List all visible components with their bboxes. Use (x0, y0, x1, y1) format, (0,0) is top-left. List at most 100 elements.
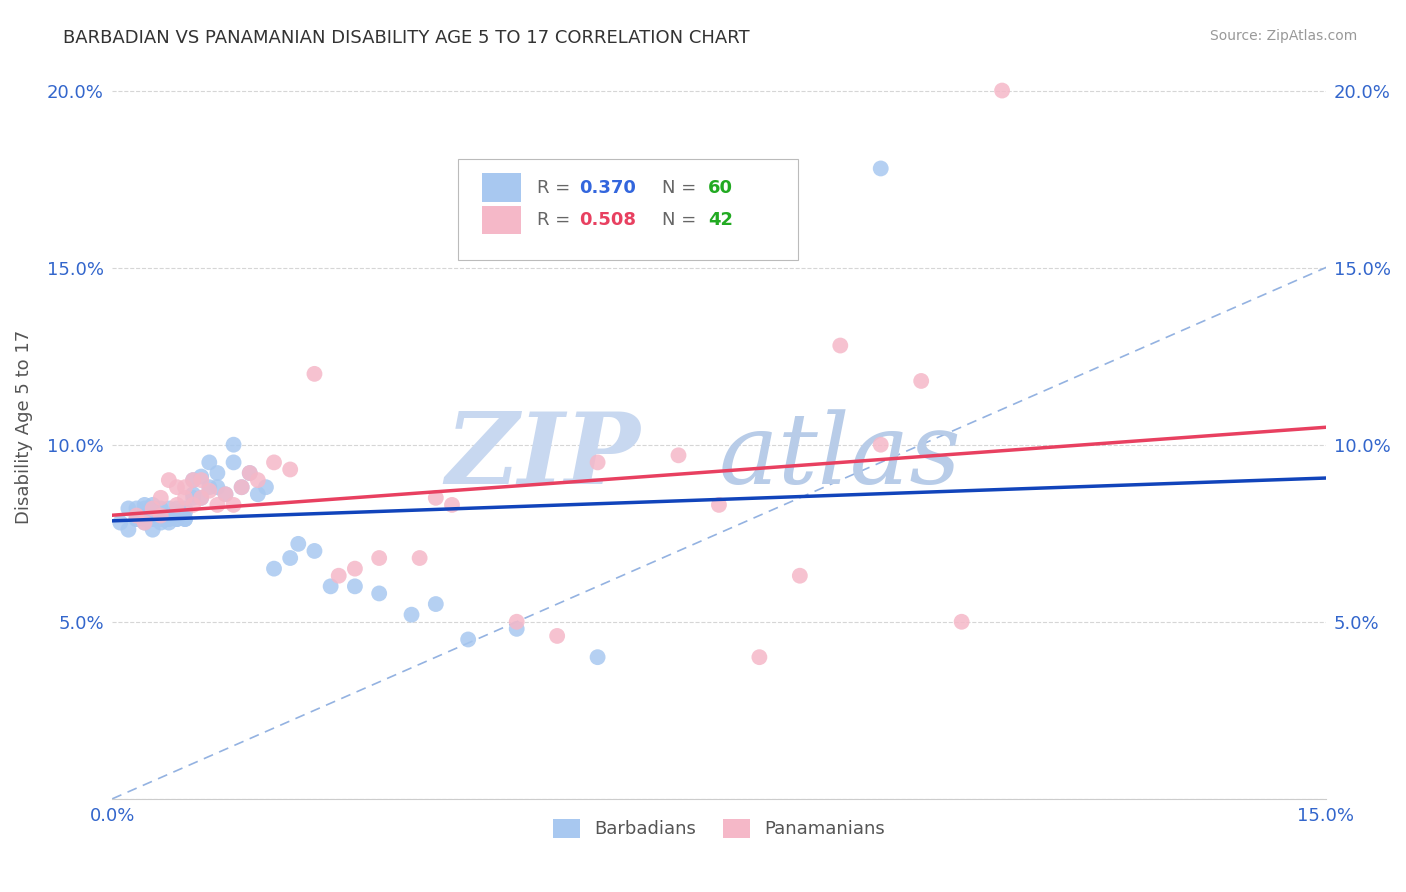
Point (149, 516, 172, 530)
Y-axis label: Disability Age 5 to 17: Disability Age 5 to 17 (15, 330, 32, 524)
Point (950, 615, 973, 629)
Point (368, 551, 391, 566)
Point (222, 438, 245, 452)
Point (166, 505, 188, 519)
Point (869, 438, 891, 452)
Point (125, 512, 148, 526)
Point (222, 498, 245, 512)
Text: N =: N = (662, 211, 702, 229)
Text: Source: ZipAtlas.com: Source: ZipAtlas.com (1209, 29, 1357, 43)
Point (457, 632, 479, 647)
Point (343, 561, 366, 575)
Point (239, 466, 262, 480)
Text: 0.370: 0.370 (579, 178, 637, 196)
Point (207, 498, 229, 512)
Point (505, 615, 527, 629)
Point (789, 568, 811, 582)
Point (181, 473, 204, 487)
Point (368, 586, 391, 600)
Point (190, 491, 212, 505)
Point (239, 466, 262, 480)
Point (304, 367, 326, 381)
Point (546, 629, 568, 643)
Text: R =: R = (537, 178, 576, 196)
Point (278, 551, 301, 566)
Point (190, 473, 212, 487)
Point (505, 622, 527, 636)
Point (110, 516, 132, 530)
Point (166, 501, 188, 516)
Point (142, 498, 165, 512)
Point (166, 480, 188, 494)
Point (425, 491, 447, 505)
Point (707, 498, 730, 512)
Text: 0.508: 0.508 (579, 211, 637, 229)
Point (125, 512, 148, 526)
Point (142, 508, 165, 523)
FancyBboxPatch shape (482, 206, 522, 235)
Point (231, 480, 253, 494)
Point (207, 480, 229, 494)
Point (207, 466, 229, 480)
Point (157, 473, 180, 487)
Point (910, 374, 932, 388)
Point (174, 491, 197, 505)
Point (263, 561, 285, 575)
Point (157, 501, 180, 516)
Point (157, 512, 180, 526)
Point (142, 501, 165, 516)
Point (231, 480, 253, 494)
Point (748, 650, 770, 665)
Point (440, 498, 463, 512)
Point (134, 516, 156, 530)
Point (198, 480, 221, 494)
Point (157, 516, 180, 530)
Point (246, 473, 269, 487)
Point (149, 512, 172, 526)
Point (668, 448, 690, 462)
Point (166, 512, 188, 526)
Point (319, 579, 342, 593)
Point (263, 455, 285, 469)
Point (149, 491, 172, 505)
Text: N =: N = (662, 178, 702, 196)
Point (117, 501, 139, 516)
Point (125, 501, 148, 516)
Point (830, 338, 852, 352)
Point (174, 505, 197, 519)
Text: atlas: atlas (718, 409, 962, 504)
Point (134, 512, 156, 526)
Point (134, 516, 156, 530)
Point (181, 487, 204, 501)
Point (401, 607, 423, 622)
Point (287, 537, 309, 551)
Point (190, 469, 212, 483)
Point (343, 579, 366, 593)
Point (190, 491, 212, 505)
Text: ZIP: ZIP (446, 409, 640, 505)
Point (181, 498, 204, 512)
Point (198, 483, 221, 498)
Point (586, 650, 609, 665)
Point (278, 462, 301, 476)
Point (174, 512, 197, 526)
Point (142, 501, 165, 516)
Point (174, 501, 197, 516)
Point (134, 498, 156, 512)
FancyBboxPatch shape (482, 173, 522, 202)
Point (166, 498, 188, 512)
Point (174, 480, 197, 494)
Point (408, 551, 430, 566)
Point (134, 501, 156, 516)
Point (117, 523, 139, 537)
Point (142, 523, 165, 537)
Text: BARBADIAN VS PANAMANIAN DISABILITY AGE 5 TO 17 CORRELATION CHART: BARBADIAN VS PANAMANIAN DISABILITY AGE 5… (63, 29, 749, 46)
Text: 42: 42 (709, 211, 733, 229)
Point (214, 487, 236, 501)
Point (246, 487, 269, 501)
Text: 60: 60 (709, 178, 733, 196)
Point (125, 508, 148, 523)
Point (869, 161, 891, 176)
Point (166, 512, 188, 526)
Point (425, 597, 447, 611)
